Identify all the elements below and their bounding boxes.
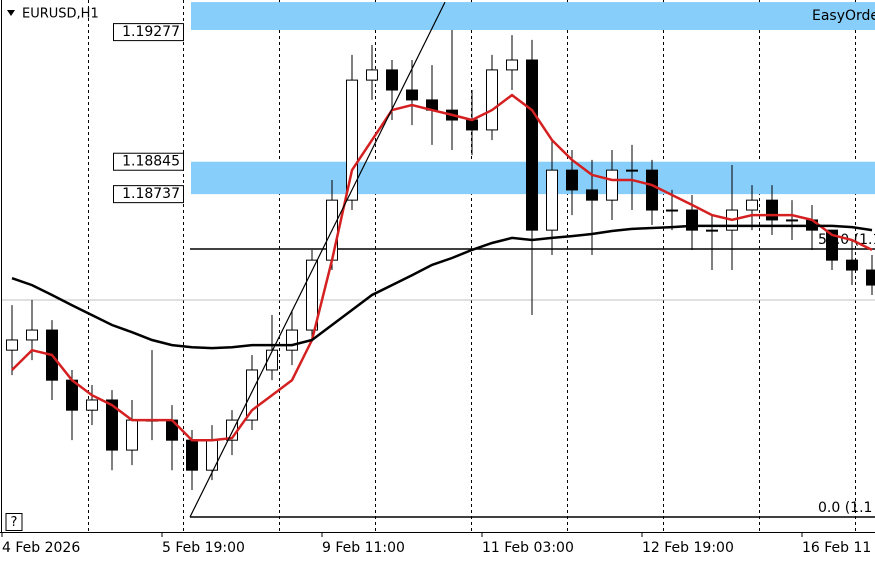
candle-body (86, 399, 98, 411)
menu-triangle[interactable] (7, 10, 15, 16)
candle-body (6, 339, 18, 351)
candle-body (586, 189, 598, 201)
x-tick-label: 16 Feb 11 (802, 540, 871, 556)
candle-body (766, 199, 778, 221)
candle-body (686, 209, 698, 231)
price-label: 1.18737 (122, 186, 180, 202)
candle-body (26, 329, 38, 341)
x-tick-label: 5 Feb 19:00 (162, 540, 245, 556)
price-label: 1.18845 (122, 154, 180, 170)
candle-body (666, 209, 678, 212)
price-label-box (113, 185, 184, 204)
candle-body (606, 169, 618, 201)
candle-body (246, 369, 258, 421)
candle-body (306, 259, 318, 331)
x-tick-label: 12 Feb 19:00 (642, 540, 734, 556)
candle-body (526, 59, 538, 231)
candle-body (126, 419, 138, 451)
candle-body (746, 199, 758, 211)
candle-body (626, 169, 638, 172)
price-label: 1.19277 (122, 24, 180, 40)
help-label[interactable]: ? (11, 515, 18, 530)
moving-average (11, 93, 873, 442)
price-label-box (113, 152, 184, 171)
candle-body (366, 69, 378, 81)
x-tick-label: 9 Feb 11:00 (322, 540, 405, 556)
trendline (189, 1, 446, 518)
fib-label: 0.0 (1.1 (818, 500, 872, 516)
chart-title: EURUSD,H1 (22, 7, 99, 22)
candle-body (506, 59, 518, 71)
moving-average (11, 224, 873, 350)
candle-body (486, 69, 498, 131)
price-label-box (113, 23, 184, 42)
candle-body (706, 229, 718, 232)
candle-body (106, 399, 118, 451)
candle-body (386, 69, 398, 91)
candle-body (646, 169, 658, 211)
candle-body (566, 169, 578, 191)
candle-body (546, 169, 558, 231)
candle-body (66, 379, 78, 411)
candle-body (786, 219, 798, 222)
zone-label: EasyOrde (812, 8, 875, 24)
candle-body (846, 259, 858, 271)
plot-area: EasyOrde50.0 (1.10.0 (1.1 (2, 0, 875, 532)
candle-body (466, 119, 478, 131)
help-button[interactable] (5, 513, 23, 531)
candle-body (346, 79, 358, 201)
candle-body (866, 269, 875, 286)
candle-body (826, 229, 838, 261)
x-tick-label: 4 Feb 2026 (2, 540, 80, 556)
candle-body (286, 329, 298, 351)
candle-body (186, 439, 198, 471)
x-tick-label: 11 Feb 03:00 (482, 540, 574, 556)
candle-body (406, 89, 418, 101)
zone (191, 2, 875, 31)
